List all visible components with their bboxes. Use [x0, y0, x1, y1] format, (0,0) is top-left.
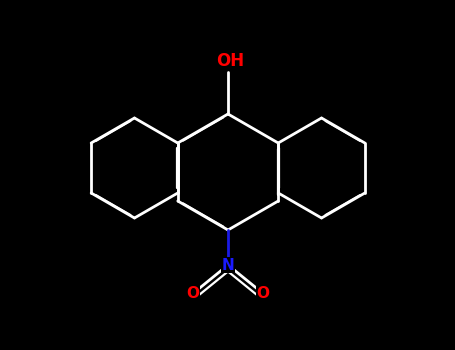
Text: O: O	[257, 287, 269, 301]
Text: N: N	[222, 258, 234, 273]
Text: O: O	[187, 287, 199, 301]
Text: OH: OH	[216, 52, 244, 70]
